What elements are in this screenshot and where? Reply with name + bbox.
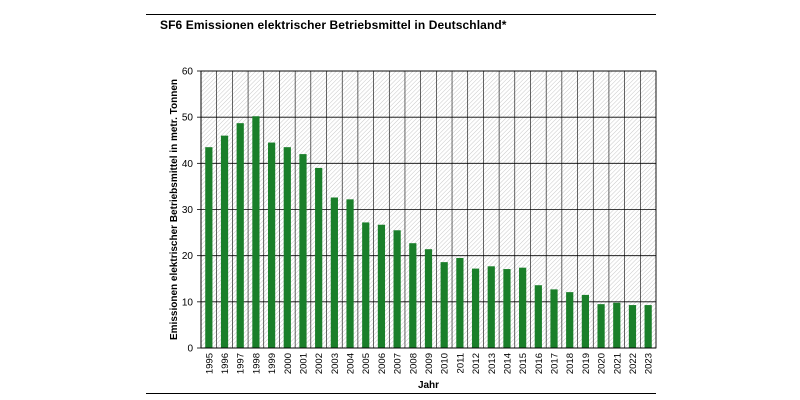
x-tick-label: 1996 <box>220 353 231 374</box>
bar-2016 <box>534 285 542 348</box>
x-tick-label: 1995 <box>204 353 215 374</box>
y-axis-label: Emissionen elektrischer Betriebsmittel i… <box>169 79 180 340</box>
bar-2020 <box>597 304 605 348</box>
y-tick-label: 60 <box>182 67 194 78</box>
x-tick-label: 2018 <box>565 353 576 374</box>
x-tick-label: 2010 <box>440 353 451 374</box>
bars <box>205 116 652 348</box>
y-tick-label: 40 <box>182 159 194 170</box>
top-rule <box>146 14 656 15</box>
bar-2003 <box>330 197 338 348</box>
x-tick-label: 2019 <box>581 353 592 374</box>
x-tick-label: 2015 <box>518 353 529 374</box>
bar-1999 <box>267 142 276 348</box>
bar-2008 <box>409 243 417 348</box>
bar-2015 <box>519 267 527 348</box>
x-tick-label: 2012 <box>471 353 482 374</box>
bar-2007 <box>393 230 401 348</box>
chart-title: SF6 Emissionen elektrischer Betriebsmitt… <box>160 18 507 32</box>
y-tick-label: 0 <box>187 344 193 355</box>
bar-2021 <box>613 302 621 348</box>
y-tick-label: 10 <box>182 297 194 308</box>
x-tick-labels: 1995 1996 1997 1998 1999 2000 2001 2002 2003 2004… <box>204 353 654 374</box>
bar-2010 <box>440 262 448 348</box>
bar-2002 <box>315 167 323 348</box>
y-tick-label: 20 <box>182 251 194 262</box>
x-tick-label: 2004 <box>346 353 357 374</box>
bar-1998 <box>252 116 260 348</box>
bottom-rule <box>146 393 656 394</box>
x-tick-label: 2007 <box>393 353 404 374</box>
bar-2013 <box>487 266 495 348</box>
bar-2001 <box>299 154 307 348</box>
bar-2012 <box>471 268 480 348</box>
x-axis-label: Jahr <box>418 380 439 391</box>
x-tick-label: 2005 <box>361 353 372 374</box>
x-tick-label: 2013 <box>487 353 498 374</box>
bar-2004 <box>346 199 354 348</box>
x-tick-label: 2002 <box>314 353 325 374</box>
x-tick-label: 1997 <box>236 353 247 374</box>
bar-2005 <box>362 222 370 348</box>
x-tick-label: 2009 <box>424 353 435 374</box>
bar-2006 <box>377 224 386 348</box>
x-tick-label: 1998 <box>251 353 262 374</box>
y-tick-label: 50 <box>182 113 194 124</box>
bar-2017 <box>550 289 558 348</box>
x-tick-label: 2023 <box>644 353 655 374</box>
bar-2014 <box>503 269 511 348</box>
plot-border <box>200 70 657 349</box>
x-tick-label: 2011 <box>455 353 466 373</box>
bar-2011 <box>456 257 464 348</box>
bar-2023 <box>644 305 652 348</box>
y-tick-label: 30 <box>182 205 194 216</box>
x-tick-label: 2008 <box>408 353 419 374</box>
bar-2019 <box>581 294 590 348</box>
x-tick-label: 2017 <box>550 353 561 374</box>
bar-2022 <box>628 305 637 348</box>
bar-1996 <box>220 135 229 348</box>
x-tick-label: 1999 <box>267 353 278 374</box>
axes <box>200 70 657 349</box>
x-tick-label: 2006 <box>377 353 388 374</box>
bar-1995 <box>205 147 213 348</box>
bar-2000 <box>283 147 291 348</box>
x-tick-label: 2000 <box>283 353 294 374</box>
x-tick-label: 2001 <box>298 353 309 374</box>
bar-1997 <box>236 123 244 348</box>
bar-2009 <box>424 249 433 348</box>
x-tick-label: 2016 <box>534 353 545 374</box>
y-tick-labels: 0 10 20 30 40 50 60 <box>182 67 194 355</box>
x-tick-label: 2003 <box>330 353 341 374</box>
bar-2018 <box>566 292 574 348</box>
x-tick-label: 2022 <box>628 353 639 374</box>
x-tick-label: 2021 <box>612 353 623 374</box>
x-tick-label: 2020 <box>597 353 608 374</box>
x-tick-label: 2014 <box>502 353 513 374</box>
